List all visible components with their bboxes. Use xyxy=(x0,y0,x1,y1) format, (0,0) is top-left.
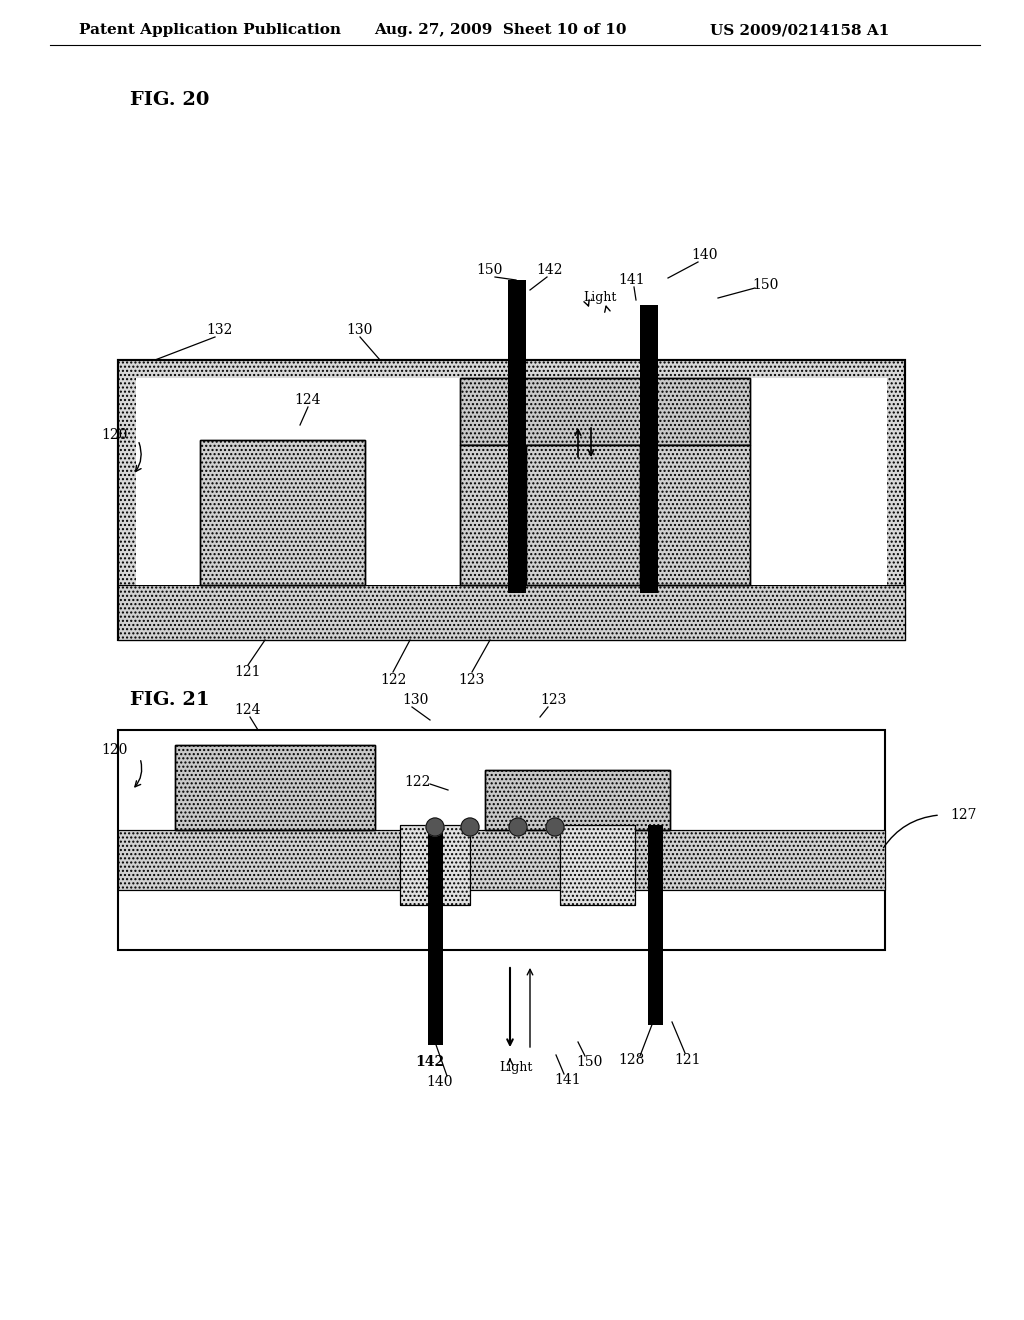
Bar xyxy=(400,825,470,906)
Bar xyxy=(118,360,905,640)
Bar xyxy=(656,445,750,585)
Text: 141: 141 xyxy=(618,273,645,286)
Bar xyxy=(526,445,640,585)
Bar xyxy=(136,378,887,585)
Text: 124: 124 xyxy=(295,393,322,407)
Text: 142: 142 xyxy=(537,263,563,277)
Text: US 2009/0214158 A1: US 2009/0214158 A1 xyxy=(711,22,890,37)
Text: Patent Application Publication: Patent Application Publication xyxy=(79,22,341,37)
Text: Light: Light xyxy=(584,292,616,305)
Bar xyxy=(526,445,640,585)
Text: 122: 122 xyxy=(404,775,431,789)
Bar xyxy=(640,305,658,593)
Text: 130: 130 xyxy=(347,323,373,337)
Text: 123: 123 xyxy=(540,693,566,708)
Text: 120: 120 xyxy=(101,743,128,756)
Text: FIG. 21: FIG. 21 xyxy=(130,690,210,709)
Text: FIG. 20: FIG. 20 xyxy=(130,91,209,110)
Text: 127: 127 xyxy=(950,808,977,822)
Bar xyxy=(118,830,885,890)
Bar xyxy=(175,744,375,830)
Text: 142: 142 xyxy=(416,1055,444,1069)
Text: 122: 122 xyxy=(380,673,407,686)
Bar xyxy=(460,445,510,585)
Bar xyxy=(118,585,905,640)
Circle shape xyxy=(426,818,444,836)
Bar xyxy=(460,445,510,585)
Text: 140: 140 xyxy=(427,1074,454,1089)
Text: 123: 123 xyxy=(459,673,485,686)
Bar xyxy=(400,825,470,906)
Bar xyxy=(118,830,885,890)
Bar xyxy=(175,744,375,830)
Bar xyxy=(485,770,670,830)
Text: 150: 150 xyxy=(577,1055,603,1069)
Text: 124: 124 xyxy=(234,704,261,717)
Bar xyxy=(460,378,750,445)
Bar xyxy=(118,730,885,950)
Text: 121: 121 xyxy=(675,1053,701,1067)
Text: 130: 130 xyxy=(401,693,428,708)
Bar xyxy=(118,585,905,640)
Bar xyxy=(485,770,670,830)
Circle shape xyxy=(546,818,564,836)
Bar xyxy=(508,280,526,593)
Text: 128: 128 xyxy=(618,1053,645,1067)
Bar xyxy=(648,825,663,1026)
Text: 150: 150 xyxy=(752,279,778,292)
Text: Aug. 27, 2009  Sheet 10 of 10: Aug. 27, 2009 Sheet 10 of 10 xyxy=(374,22,627,37)
Circle shape xyxy=(509,818,527,836)
Text: 121: 121 xyxy=(234,665,261,678)
Bar xyxy=(118,360,905,640)
Text: 150: 150 xyxy=(477,263,503,277)
Text: 132: 132 xyxy=(207,323,233,337)
Text: 140: 140 xyxy=(692,248,718,261)
Bar xyxy=(460,378,750,445)
Text: 120: 120 xyxy=(101,428,128,442)
Bar xyxy=(560,825,635,906)
Text: 141: 141 xyxy=(555,1073,582,1086)
Bar xyxy=(200,440,365,585)
Bar xyxy=(560,825,635,906)
Bar xyxy=(656,445,750,585)
Bar xyxy=(428,825,443,1045)
Circle shape xyxy=(461,818,479,836)
Bar xyxy=(200,440,365,585)
Text: Light: Light xyxy=(500,1061,532,1074)
Bar xyxy=(136,378,887,585)
